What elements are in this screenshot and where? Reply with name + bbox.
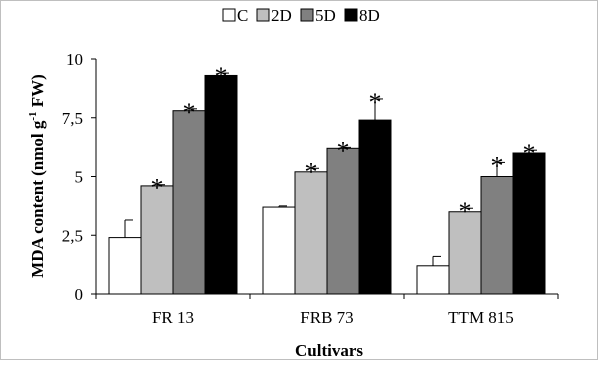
legend-label: 8D	[359, 6, 380, 25]
y-axis-title-superscript: -1	[27, 111, 39, 120]
bar	[204, 74, 238, 295]
bar	[512, 152, 546, 295]
y-tick-label: 7,5	[62, 109, 83, 128]
legend-swatch	[344, 8, 358, 22]
bar	[416, 265, 450, 295]
x-axis: FR 13 FRB 73 TTM 815	[95, 293, 559, 327]
legend-label: 2D	[271, 6, 292, 25]
legend-label: 5D	[315, 6, 336, 25]
y-tick-label: 5	[75, 168, 84, 187]
x-tick-label: TTM 815	[448, 308, 514, 327]
bar	[326, 147, 360, 295]
y-tick-label: 0	[75, 285, 84, 304]
x-tick-label: FRB 73	[300, 308, 353, 327]
y-axis: 0 2,5 5 7,5 10	[62, 50, 97, 304]
significance-star: *	[215, 62, 228, 91]
bars: * * * * * * * * *	[108, 62, 546, 295]
x-tick-label: FR 13	[152, 308, 194, 327]
significance-star: *	[305, 157, 318, 186]
bar	[480, 176, 514, 295]
significance-star: *	[151, 174, 164, 203]
y-tick-label: 10	[66, 50, 83, 69]
bar	[448, 211, 482, 295]
significance-star: *	[337, 136, 350, 165]
legend-swatch	[222, 8, 236, 22]
legend-label: C	[237, 6, 248, 25]
bar	[172, 110, 206, 295]
bar	[262, 206, 296, 295]
significance-star: *	[369, 88, 382, 117]
significance-star: *	[459, 197, 472, 226]
significance-star: *	[183, 98, 196, 127]
bar	[294, 171, 328, 295]
y-tick-label: 2,5	[62, 226, 83, 245]
significance-star: *	[523, 139, 536, 168]
legend: C 2D 5D 8D	[222, 6, 380, 25]
significance-star: *	[491, 151, 504, 180]
x-axis-title: Cultivars	[295, 341, 363, 360]
legend-swatch	[256, 8, 270, 22]
y-axis-title: MDA content (nmol g-1 FW)	[27, 74, 47, 278]
bar	[108, 237, 142, 295]
legend-swatch	[300, 8, 314, 22]
bar	[358, 119, 392, 295]
